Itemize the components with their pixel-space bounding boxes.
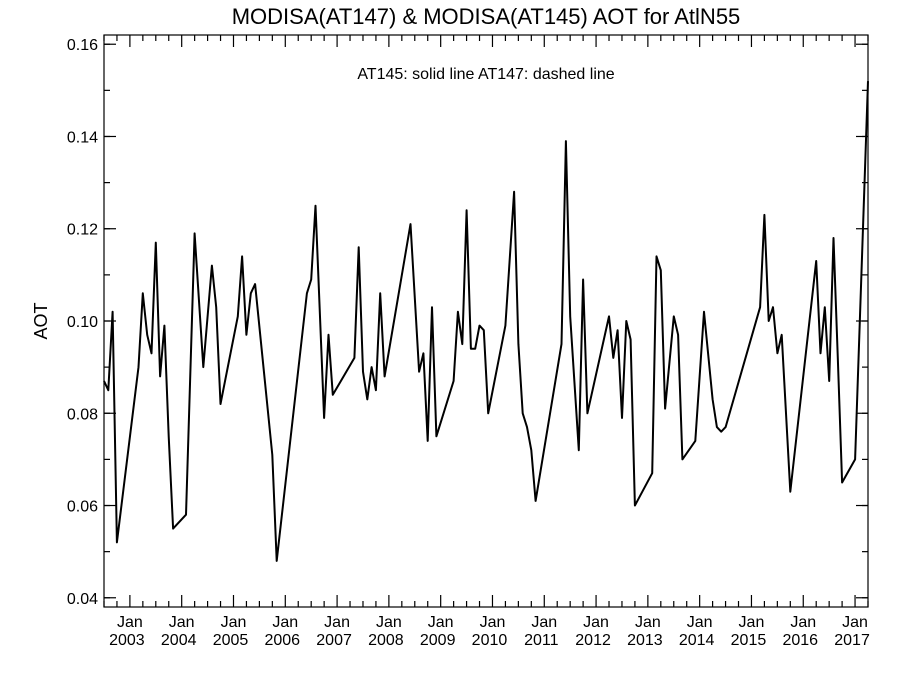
x-tick-month: Jan [272, 614, 298, 631]
x-tick-month: Jan [221, 614, 247, 631]
x-tick-year: 2006 [264, 632, 300, 649]
x-tick-month: Jan [790, 614, 816, 631]
x-tick-month: Jan [739, 614, 765, 631]
x-tick-year: 2007 [316, 632, 352, 649]
x-tick-year: 2008 [368, 632, 404, 649]
x-tick-month: Jan [376, 614, 402, 631]
plot-frame [103, 34, 869, 608]
x-tick-year: 2011 [524, 632, 559, 649]
x-tick-year: 2009 [420, 632, 456, 649]
y-tick-label: 0.16 [67, 37, 98, 54]
x-tick-year: 2012 [575, 632, 611, 649]
y-tick-label: 0.06 [67, 499, 98, 516]
x-tick-year: 2016 [782, 632, 818, 649]
x-tick-month: Jan [117, 614, 143, 631]
x-tick-year: 2010 [472, 632, 508, 649]
x-tick-year: 2017 [834, 632, 870, 649]
x-tick-year: 2004 [161, 632, 197, 649]
x-tick-year: 2005 [213, 632, 249, 649]
y-axis: 0.04 0.06 0.08 0.10 0.12 0.14 0.16 [67, 37, 868, 608]
y-tick-label: 0.10 [67, 314, 98, 331]
x-tick-month: Jan [480, 614, 506, 631]
x-tick-month: Jan [635, 614, 661, 631]
x-tick-year: 2014 [679, 632, 715, 649]
x-axis: Jan2003Jan2004Jan2005Jan2006Jan2007Jan20… [103, 35, 870, 649]
y-axis-label: AOT [31, 302, 51, 339]
x-tick-month: Jan [583, 614, 609, 631]
y-tick-label: 0.14 [67, 129, 98, 146]
x-tick-month: Jan [169, 614, 195, 631]
y-tick-label: 0.12 [67, 222, 98, 239]
x-tick-year: 2003 [109, 632, 145, 649]
chart-subtitle: AT145: solid line AT147: dashed line [357, 66, 614, 83]
y-tick-label: 0.04 [67, 591, 98, 608]
series-group [103, 81, 869, 562]
series-line-solid [103, 81, 869, 562]
x-tick-month: Jan [324, 614, 350, 631]
x-tick-year: 2013 [627, 632, 663, 649]
x-tick-month: Jan [531, 614, 557, 631]
y-tick-label: 0.08 [67, 406, 98, 423]
x-tick-month: Jan [842, 614, 868, 631]
chart-title: MODISA(AT147) & MODISA(AT145) AOT for At… [232, 4, 741, 29]
x-tick-month: Jan [687, 614, 713, 631]
x-tick-month: Jan [428, 614, 454, 631]
x-tick-year: 2015 [731, 632, 767, 649]
